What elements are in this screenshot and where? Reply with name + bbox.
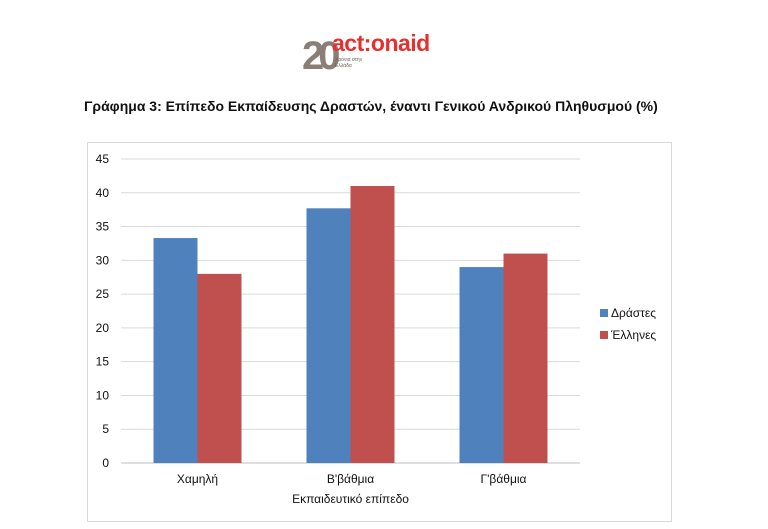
bar-Δράστες-Γ'βάθμια — [459, 267, 504, 463]
y-tick-label: 35 — [96, 220, 110, 234]
bar-Έλληνες-Γ'βάθμια — [503, 253, 548, 463]
bar-chart: 0 5 10 15 20 25 30 35 40 45 Χαμηλή Β'βάθμια Γ'βάθμια… — [96, 152, 657, 506]
chart-title: Γράφημα 3: Επίπεδο Εκπαίδευσης Δραστών, … — [84, 98, 658, 114]
y-tick-label: 45 — [96, 152, 110, 166]
bar-Έλληνες-Β'βάθμια — [350, 186, 395, 463]
y-tick-label: 20 — [96, 321, 110, 335]
y-tick-label: 10 — [96, 388, 110, 402]
bar-Δράστες-Χαμηλή — [153, 238, 198, 463]
y-tick-label: 25 — [96, 287, 110, 301]
y-tick-label: 30 — [96, 253, 110, 267]
x-tick-label: Χαμηλή — [177, 472, 218, 486]
y-tick-label: 0 — [102, 456, 109, 470]
chart-frame: 0 5 10 15 20 25 30 35 40 45 Χαμηλή Β'βάθμια Γ'βάθμια… — [87, 142, 672, 522]
legend-label: Έλληνες — [610, 328, 656, 342]
logo-tagline: Χρόνια στην Ελλάδα — [335, 57, 363, 69]
logo-number: 20 — [302, 34, 340, 78]
x-tick-label: Β'βάθμια — [327, 472, 374, 486]
bar-Έλληνες-Χαμηλή — [197, 273, 242, 463]
bar-Δράστες-Β'βάθμια — [306, 208, 351, 463]
y-tick-label: 5 — [102, 422, 109, 436]
legend-swatch-Έλληνες — [600, 331, 608, 339]
x-tick-label: Γ'βάθμια — [481, 472, 527, 486]
y-tick-label: 15 — [96, 355, 110, 369]
actionaid-logo: 20 act:onaid Χρόνια στην Ελλάδα — [302, 30, 462, 78]
y-tick-label: 40 — [96, 186, 110, 200]
x-axis-title: Εκπαιδευτικό επίπεδο — [292, 492, 409, 506]
legend-label: Δράστες — [611, 306, 656, 320]
logo-wordmark: act:onaid — [332, 30, 430, 56]
legend-swatch-Δράστες — [600, 309, 608, 317]
